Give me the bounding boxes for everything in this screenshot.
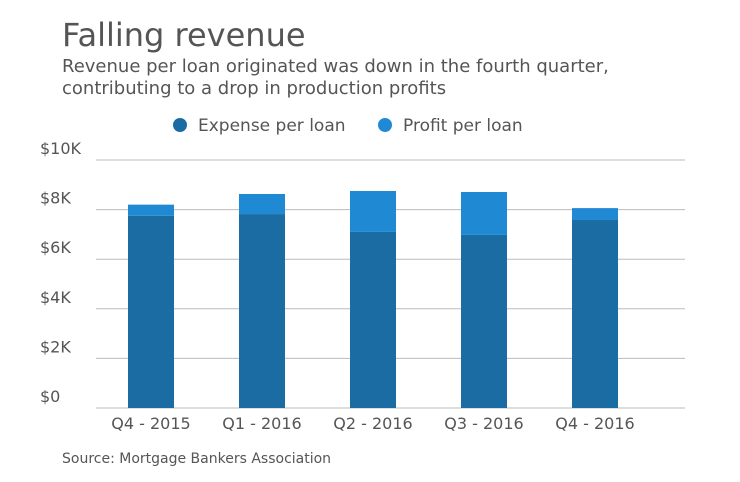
y-tick-label: $0 [40,387,60,406]
y-tick-label: $6K [40,238,71,257]
x-tick-label: Q2 - 2016 [333,414,412,433]
x-tick-label: Q1 - 2016 [222,414,301,433]
x-tick-label: Q3 - 2016 [444,414,523,433]
bar [239,193,285,215]
legend-marker [173,118,187,132]
y-tick-label: $4K [40,288,71,307]
source: Source: Mortgage Bankers Association [62,451,331,467]
bar [572,220,618,408]
bar [461,191,507,235]
x-tick-label: Q4 - 2015 [111,414,190,433]
y-tick-label: $2K [40,337,71,356]
bar [461,234,507,408]
bar [572,208,618,221]
y-tick-label: $10K [40,139,82,158]
legend-label: Profit per loan [403,116,523,136]
bar [239,214,285,408]
chart-subtitle: contributing to a drop in production pro… [62,78,446,99]
bar [350,191,396,232]
legend-label: Expense per loan [198,116,346,136]
chart-title: Falling revenue [62,16,306,54]
bar [128,215,174,408]
x-tick-label: Q4 - 2016 [555,414,634,433]
bar [128,204,174,216]
legend-marker [378,118,392,132]
bar [350,231,396,408]
chart-subtitle: Revenue per loan originated was down in … [62,56,609,77]
y-tick-label: $8K [40,189,71,208]
